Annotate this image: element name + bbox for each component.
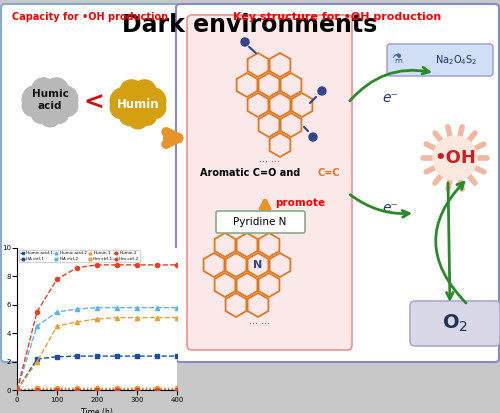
Text: ... ...: ... ... (260, 154, 280, 164)
Circle shape (32, 104, 50, 123)
Text: e⁻: e⁻ (382, 91, 398, 105)
FancyBboxPatch shape (410, 301, 500, 346)
Circle shape (32, 84, 68, 122)
Circle shape (120, 80, 143, 103)
Circle shape (32, 78, 55, 101)
Circle shape (318, 87, 326, 95)
X-axis label: Time (h): Time (h) (81, 408, 113, 413)
Circle shape (110, 88, 137, 114)
Text: Humic
acid: Humic acid (32, 89, 68, 111)
Circle shape (309, 133, 317, 141)
Text: Dark environments: Dark environments (122, 13, 378, 37)
Circle shape (144, 97, 166, 119)
Text: Humin: Humin (116, 98, 160, 112)
Text: N: N (254, 260, 262, 270)
Legend: Humic acid-1, HA ctrl-1, Humic acid-2, HA ctrl-2, Humin-1, Hm ctrl-1, Humin-2, H: Humic acid-1, HA ctrl-1, Humic acid-2, H… (19, 250, 140, 263)
Text: C=C: C=C (318, 168, 340, 178)
Text: Key structure for •OH production: Key structure for •OH production (234, 12, 442, 22)
Circle shape (45, 78, 68, 101)
Circle shape (110, 97, 132, 119)
Text: e⁻: e⁻ (382, 201, 398, 215)
Text: promote: promote (275, 198, 325, 208)
Circle shape (133, 80, 156, 103)
Text: •OH: •OH (434, 149, 476, 167)
Circle shape (139, 88, 166, 114)
Text: O$_2$: O$_2$ (442, 312, 468, 334)
FancyBboxPatch shape (176, 4, 499, 362)
Circle shape (22, 85, 49, 113)
Circle shape (433, 136, 477, 180)
FancyBboxPatch shape (387, 44, 493, 76)
Text: Pyridine N: Pyridine N (234, 217, 286, 227)
Text: Aromatic C=O and: Aromatic C=O and (200, 168, 304, 178)
Text: ... ...: ... ... (250, 316, 270, 326)
Text: Na$_2$O$_4$S$_2$: Na$_2$O$_4$S$_2$ (435, 53, 478, 67)
Circle shape (56, 95, 78, 116)
Circle shape (50, 104, 68, 123)
FancyBboxPatch shape (1, 4, 179, 362)
Circle shape (120, 107, 139, 125)
Text: <: < (84, 91, 104, 115)
FancyBboxPatch shape (187, 15, 352, 350)
Text: ⚗: ⚗ (392, 54, 402, 66)
Circle shape (241, 38, 249, 46)
Circle shape (138, 107, 156, 125)
Circle shape (120, 86, 156, 124)
Circle shape (40, 106, 60, 127)
Circle shape (51, 85, 78, 113)
Circle shape (22, 95, 44, 116)
FancyBboxPatch shape (216, 211, 305, 233)
Circle shape (128, 108, 148, 129)
Text: Capacity for •OH production: Capacity for •OH production (12, 12, 168, 22)
